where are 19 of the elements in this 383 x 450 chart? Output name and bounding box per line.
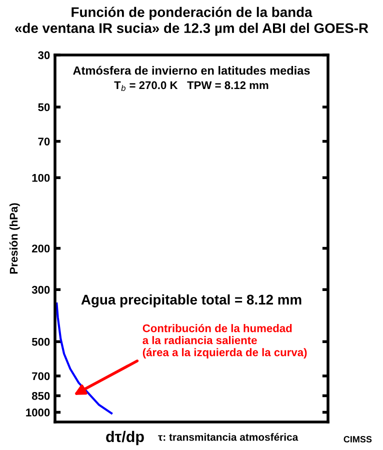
text: Contribución de la humedad a la radiancia saliente (área a la izquierda de la curva): [142, 324, 307, 358]
y-tick-label: 30: [38, 51, 50, 60]
x-axis-title: dτ/dp: [106, 430, 144, 446]
y-tick-label: 50: [38, 103, 50, 112]
text: T$_{b}$ = 270.0 K TPW = 8.12 mm: [114, 81, 268, 91]
y-tick-label: 700: [32, 372, 50, 380]
y-tick-label: 850: [32, 392, 50, 400]
annotation: Agua precipitable total = 8.12 mm: [81, 294, 302, 308]
y-tick-label: 500: [32, 338, 50, 346]
text: CIMSS: [344, 436, 372, 442]
y-tick-label: 100: [32, 174, 50, 182]
text: τ: transmitancia atmosférica: [158, 433, 298, 441]
y-tick-label: 300: [32, 286, 50, 294]
y-axis-title: Presión (hPa): [9, 203, 20, 274]
y-tick-label: 70: [38, 138, 50, 146]
y-tick-label: 1000: [26, 408, 50, 416]
y-tick-label: 200: [32, 244, 50, 252]
annotation: Atmósfera de invierno en latitudes medias: [73, 66, 310, 75]
text: Función de ponderación de la banda «de ventana IR sucia» de 12.3 µm del ABI del GOES-R: [15, 6, 368, 36]
